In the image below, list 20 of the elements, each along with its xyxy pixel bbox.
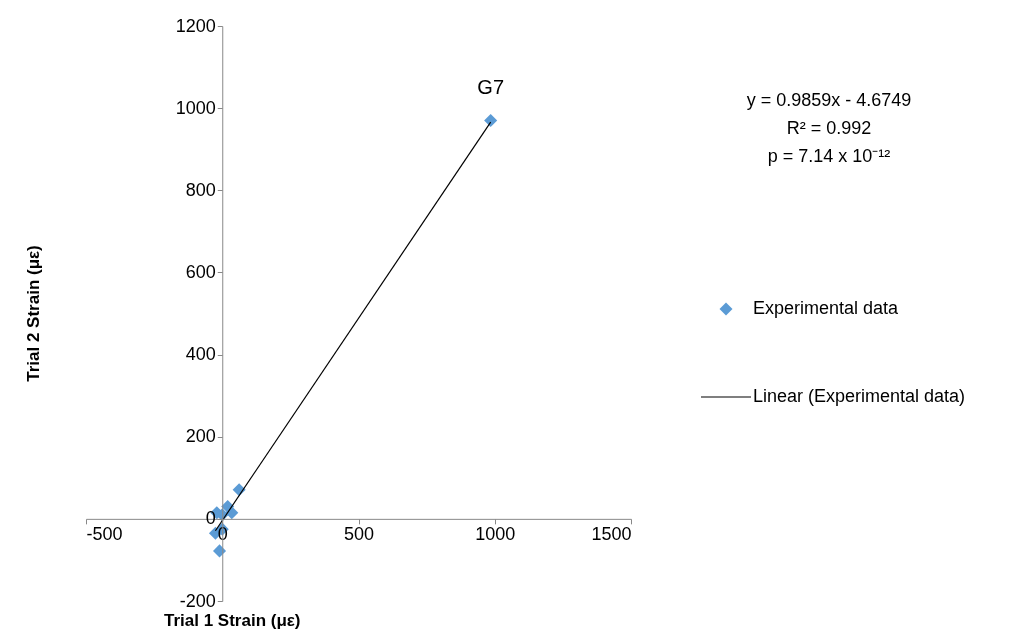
x-tick-label: 500 — [343, 524, 375, 545]
y-tick-label: 1000 — [175, 97, 216, 118]
y-tick-label: 400 — [185, 344, 216, 365]
text: y = 0.9859x - 4.6749 — [746, 90, 912, 110]
y-tick-label: 0 — [205, 508, 216, 529]
text: R² = 0.992 — [786, 118, 872, 138]
y-axis-title: Trial 2 Strain (με) — [24, 245, 43, 382]
legend-label: Linear (Experimental data) — [753, 386, 966, 406]
x-tick-label: -500 — [86, 524, 123, 545]
x-tick-label: 1500 — [591, 524, 632, 545]
y-tick-label: -200 — [179, 590, 216, 611]
y-tick-label: 600 — [185, 261, 216, 282]
y-tick-label: 200 — [185, 426, 216, 447]
x-axis-title: Trial 1 Strain (με) — [163, 611, 301, 629]
x-tick-label: 1000 — [475, 524, 516, 545]
legend-label: Experimental data — [753, 298, 900, 318]
y-tick-label: 800 — [185, 179, 216, 200]
annotation: G7 — [477, 76, 505, 99]
y-tick-label: 1200 — [175, 15, 216, 36]
text: p = 7.14 x 10⁻¹² — [767, 146, 891, 166]
